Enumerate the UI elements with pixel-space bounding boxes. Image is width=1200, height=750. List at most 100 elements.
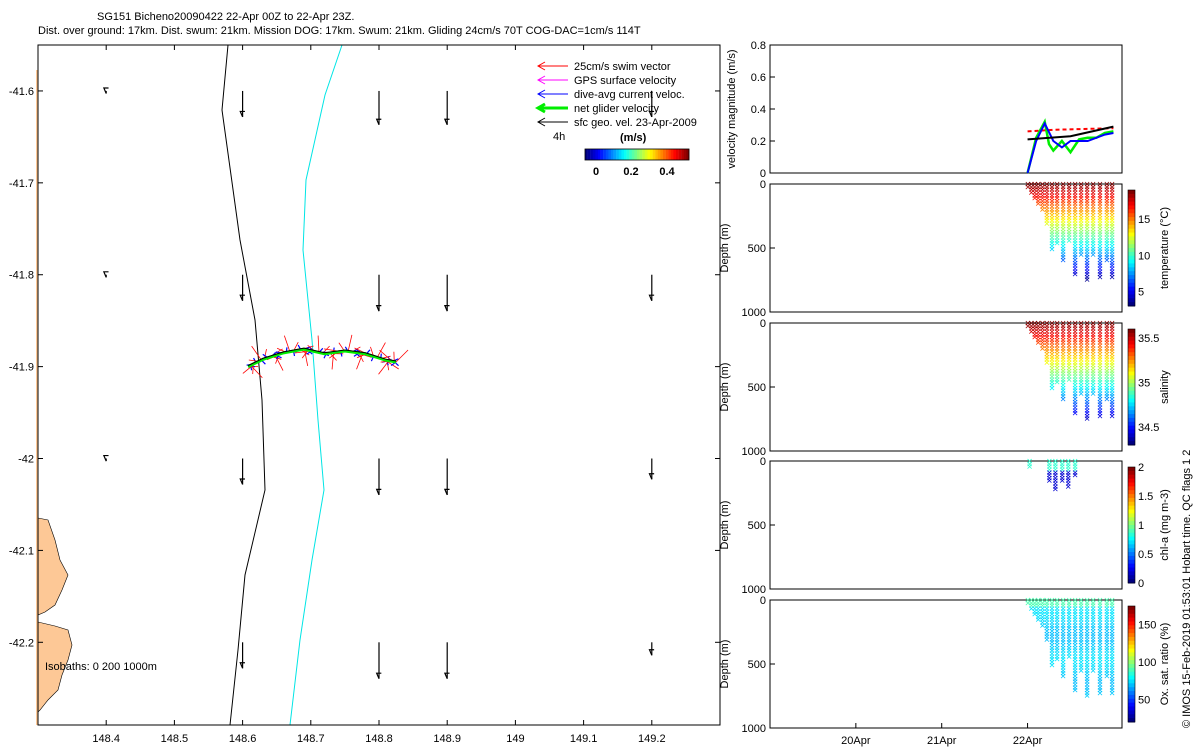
profile-sample: ✕ xyxy=(1104,389,1111,398)
profile-sample: ✕ xyxy=(1097,604,1104,613)
profile-sample: ✕ xyxy=(1072,353,1079,362)
colorbar-cell xyxy=(1128,190,1135,195)
profile-sample: ✕ xyxy=(1049,610,1056,619)
profile-sample: ✕ xyxy=(1084,644,1091,653)
profile-sample: ✕ xyxy=(1078,205,1085,214)
profile-sample: ✕ xyxy=(1104,375,1111,384)
colorbar-tick-label: 34.5 xyxy=(1138,422,1159,434)
colorbar-frame xyxy=(1127,328,1136,446)
profile-sample: ✕ xyxy=(1060,630,1067,639)
profile-sample: ✕ xyxy=(1104,186,1111,195)
colorbar-cell xyxy=(1128,298,1135,303)
profile-sample: ✕ xyxy=(1043,627,1050,636)
colorbar-cell xyxy=(1128,540,1135,545)
profile-sample: ✕ xyxy=(1072,367,1079,376)
profile-sample: ✕ xyxy=(1109,613,1116,622)
colorbar-cell xyxy=(1128,667,1135,673)
profile-sample: ✕ xyxy=(1054,655,1061,664)
colorbar-cell xyxy=(678,149,682,160)
profile-sample: ✕ xyxy=(1049,375,1056,384)
profile-sample: ✕ xyxy=(1026,463,1033,472)
profile-sample: ✕ xyxy=(1097,219,1104,228)
profile-sample: ✕ xyxy=(1109,205,1116,214)
colorbar-cell xyxy=(1128,532,1135,538)
profile-sample: ✕ xyxy=(1052,468,1059,477)
profile-sample: ✕ xyxy=(1109,644,1116,653)
profile-sample: ✕ xyxy=(1090,387,1097,396)
profile-sample: ✕ xyxy=(1104,652,1111,661)
profile-sample: ✕ xyxy=(1049,607,1056,616)
colorbar-cell xyxy=(1128,474,1135,480)
profile-sample: ✕ xyxy=(1066,638,1073,647)
colorbar-cell xyxy=(595,149,599,160)
profile-sample: ✕ xyxy=(1109,339,1116,348)
profile-sample: ✕ xyxy=(1104,370,1111,379)
profile-sample: ✕ xyxy=(1090,661,1097,670)
profile-sample: ✕ xyxy=(1097,259,1104,268)
profile-sample: ✕ xyxy=(1035,596,1042,605)
profile-sample: ✕ xyxy=(1049,191,1056,200)
profile-sample: ✕ xyxy=(1072,683,1079,692)
x-tick-label: 22Apr xyxy=(1013,735,1043,747)
profile-sample: ✕ xyxy=(1072,356,1079,365)
profile-sample: ✕ xyxy=(1109,262,1116,271)
profile-sample: ✕ xyxy=(1028,319,1035,328)
profile-sample: ✕ xyxy=(1066,375,1073,384)
profile-sample: ✕ xyxy=(1078,607,1085,616)
profile-sample: ✕ xyxy=(1084,231,1091,240)
profile-sample: ✕ xyxy=(1049,183,1056,192)
plot-subtitle: Dist. over ground: 17km. Dist. swum: 21k… xyxy=(38,25,641,37)
profile-sample: ✕ xyxy=(1049,186,1056,195)
profile-sample: ✕ xyxy=(1090,322,1097,331)
profile-sample: ✕ xyxy=(1090,191,1097,200)
colorbar-cell xyxy=(613,149,617,160)
profile-sample: ✕ xyxy=(1078,234,1085,243)
profile-sample: ✕ xyxy=(1049,621,1056,630)
profile-sample: ✕ xyxy=(1060,350,1067,359)
profile-sample: ✕ xyxy=(1065,463,1072,472)
profile-sample: ✕ xyxy=(1066,342,1073,351)
profile-sample: ✕ xyxy=(1109,621,1116,630)
velocity-ylabel: velocity magnitude (m/s) xyxy=(726,49,738,168)
profile-sample: ✕ xyxy=(1097,401,1104,410)
colorbar-cell xyxy=(683,149,687,160)
profile-sample: ✕ xyxy=(1060,602,1067,611)
profile-sample: ✕ xyxy=(1054,361,1061,370)
profile-sample: ✕ xyxy=(1097,633,1104,642)
profile-sample: ✕ xyxy=(1097,610,1104,619)
profile-sample: ✕ xyxy=(1072,194,1079,203)
swim-vector xyxy=(274,355,284,371)
profile-sample: ✕ xyxy=(1078,638,1085,647)
colorbar-cell xyxy=(1128,329,1135,334)
colorbar-cell xyxy=(1128,429,1135,434)
profile-sample: ✕ xyxy=(1072,664,1079,673)
profile-sample: ✕ xyxy=(1049,361,1056,370)
profile-sample: ✕ xyxy=(1072,319,1079,328)
profile-sample: ✕ xyxy=(1035,200,1042,209)
profile-sample: ✕ xyxy=(1090,619,1097,628)
profile-sample: ✕ xyxy=(1078,186,1085,195)
profile-sample: ✕ xyxy=(1031,186,1038,195)
profile-sample: ✕ xyxy=(1043,339,1050,348)
profile-sample: ✕ xyxy=(1049,231,1056,240)
profile-sample: ✕ xyxy=(1072,401,1079,410)
profile-sample: ✕ xyxy=(1097,364,1104,373)
profile-sample: ✕ xyxy=(1060,361,1067,370)
profile-sample: ✕ xyxy=(1097,635,1104,644)
colorbar-cell xyxy=(1128,437,1135,442)
profile-sample: ✕ xyxy=(1049,330,1056,339)
profile-sample: ✕ xyxy=(1084,205,1091,214)
profile-sample: ✕ xyxy=(1054,225,1061,234)
colorbar-cell xyxy=(639,149,643,160)
colorbar-cell xyxy=(1128,379,1135,384)
profile-sample: ✕ xyxy=(1049,350,1056,359)
x-tick-label: 149.1 xyxy=(570,733,598,745)
profile-sample: ✕ xyxy=(1084,630,1091,639)
profile-sample: ✕ xyxy=(1104,395,1111,404)
profile-sample: ✕ xyxy=(1097,596,1104,605)
profile-sample: ✕ xyxy=(1097,197,1104,206)
profile-sample: ✕ xyxy=(1097,403,1104,412)
profile-sample: ✕ xyxy=(1104,208,1111,217)
geo-velocity-arrowhead xyxy=(648,649,655,656)
